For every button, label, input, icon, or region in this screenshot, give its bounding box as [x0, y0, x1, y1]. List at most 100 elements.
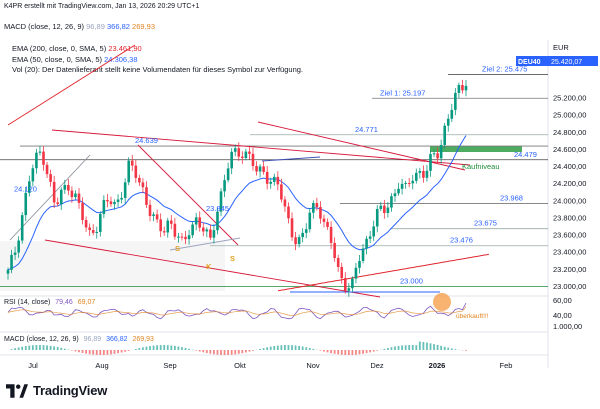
candle-body: [422, 170, 425, 178]
candle-body: [393, 193, 397, 197]
macd-top-v2: 366,82: [107, 22, 130, 31]
macd-bar: [202, 350, 205, 353]
overbought-annotation: überkauft!!!: [456, 313, 489, 320]
candle-body: [113, 201, 116, 205]
macd-bar: [252, 350, 254, 351]
candle-body: [297, 237, 301, 245]
macd-bar: [28, 345, 31, 350]
candle-body: [372, 226, 375, 237]
macd-bar: [308, 348, 311, 350]
ema50-legend[interactable]: EMA (50, close, 0, SMA, 5) 24.306,38: [12, 55, 138, 64]
macd-bar: [88, 350, 91, 355]
rsi-v2: 69,07: [78, 299, 96, 306]
rsi-tick: 1.000,00: [553, 322, 582, 331]
rsi-line: [7, 302, 467, 320]
candle-body: [241, 156, 244, 159]
candle-body: [464, 85, 468, 91]
candle-body: [130, 160, 134, 166]
macd-bar: [454, 349, 457, 350]
macd-bar: [159, 345, 162, 350]
macd-bar: [287, 345, 290, 350]
candle-body: [351, 278, 354, 289]
macd-bar: [369, 350, 372, 353]
candle-body: [209, 229, 212, 238]
candle-body: [177, 236, 180, 238]
brand-footer[interactable]: TradingView: [6, 383, 107, 398]
macd-bar: [291, 345, 293, 350]
candle-body: [180, 236, 184, 238]
candle-body: [184, 236, 187, 240]
pattern-label: K: [206, 262, 212, 271]
pattern-label: S: [230, 254, 235, 263]
macd-bar: [347, 350, 350, 355]
rsi-tick: 60,00: [553, 296, 572, 305]
price-axis-ticks: 25.200,00 25.000,00 24.800,00 24.600,00 24.4…: [553, 94, 586, 292]
macd-bar: [401, 345, 403, 350]
candle-body: [414, 172, 418, 181]
macd-bar: [351, 350, 354, 355]
macd-bar: [273, 345, 276, 350]
candle-body: [166, 220, 170, 233]
macd-bar: [35, 345, 38, 350]
time-tick: Okt: [234, 361, 247, 370]
candle-body: [84, 219, 88, 228]
volume-legend[interactable]: Vol (20): Der Datenlieferant stellt kein…: [12, 65, 303, 74]
candle-body: [383, 205, 386, 213]
price-badge: [548, 56, 598, 66]
candle-body: [198, 217, 202, 228]
candle-body: [265, 171, 269, 184]
level-label: Kaufniveau: [462, 162, 500, 171]
macd-bottom-label: MACD (close, 12, 26, 9): [4, 336, 79, 343]
candle-body: [251, 153, 255, 166]
overbought-marker: [433, 293, 451, 311]
level-label: 23.000: [400, 277, 423, 286]
macd-bar: [198, 350, 201, 352]
macd-bar: [177, 346, 180, 350]
price-tick: 24.200,00: [553, 179, 586, 188]
candle-body: [429, 154, 432, 171]
candle-body: [308, 212, 312, 230]
price-tick: 23.600,00: [553, 231, 586, 240]
trend-line: [7, 44, 136, 126]
macd-bar: [312, 348, 315, 350]
candle-body: [304, 229, 308, 233]
candle-body: [294, 237, 297, 245]
macd-bar: [333, 350, 336, 354]
macd-bar: [326, 350, 329, 353]
macd-bar: [259, 348, 261, 350]
candle-body: [358, 260, 361, 268]
candle-body: [91, 230, 95, 233]
candle-body: [219, 191, 223, 212]
candle-body: [38, 151, 42, 153]
macd-bar: [418, 341, 421, 350]
ema200-legend[interactable]: EMA (200, close, 0, SMA, 5) 23.461,90: [12, 44, 142, 53]
candle-body: [191, 224, 194, 236]
macd-bar: [142, 347, 144, 350]
candle-body: [201, 227, 205, 232]
macd-bar: [99, 350, 102, 355]
macd-histogram: [10, 341, 467, 355]
candle-body: [99, 213, 102, 232]
candle-body: [59, 189, 63, 205]
pattern-labels: S K S: [175, 244, 235, 271]
time-axis-ticks: Jul Aug Sep Okt Nov Dez 2026 Feb: [28, 361, 512, 370]
candle-body: [216, 211, 219, 231]
price-tick: 23.400,00: [553, 248, 586, 257]
candle-body: [152, 214, 155, 216]
macd-bar: [166, 345, 169, 350]
macd-bar: [102, 350, 105, 355]
candle-body: [205, 229, 209, 232]
macd-bar: [85, 350, 88, 354]
ema200-value: 23.461,90: [108, 44, 142, 53]
candle-body: [28, 181, 31, 193]
candle-body: [67, 185, 70, 191]
candle-body: [248, 151, 251, 154]
candle-body: [258, 166, 262, 172]
candle-body: [88, 227, 91, 231]
candle-body: [123, 182, 127, 198]
candle-body: [276, 176, 280, 185]
level-label: 24.120: [14, 185, 37, 194]
level-label: 24.479: [514, 150, 537, 159]
macd-bottom-v1: 96,89: [84, 336, 102, 343]
